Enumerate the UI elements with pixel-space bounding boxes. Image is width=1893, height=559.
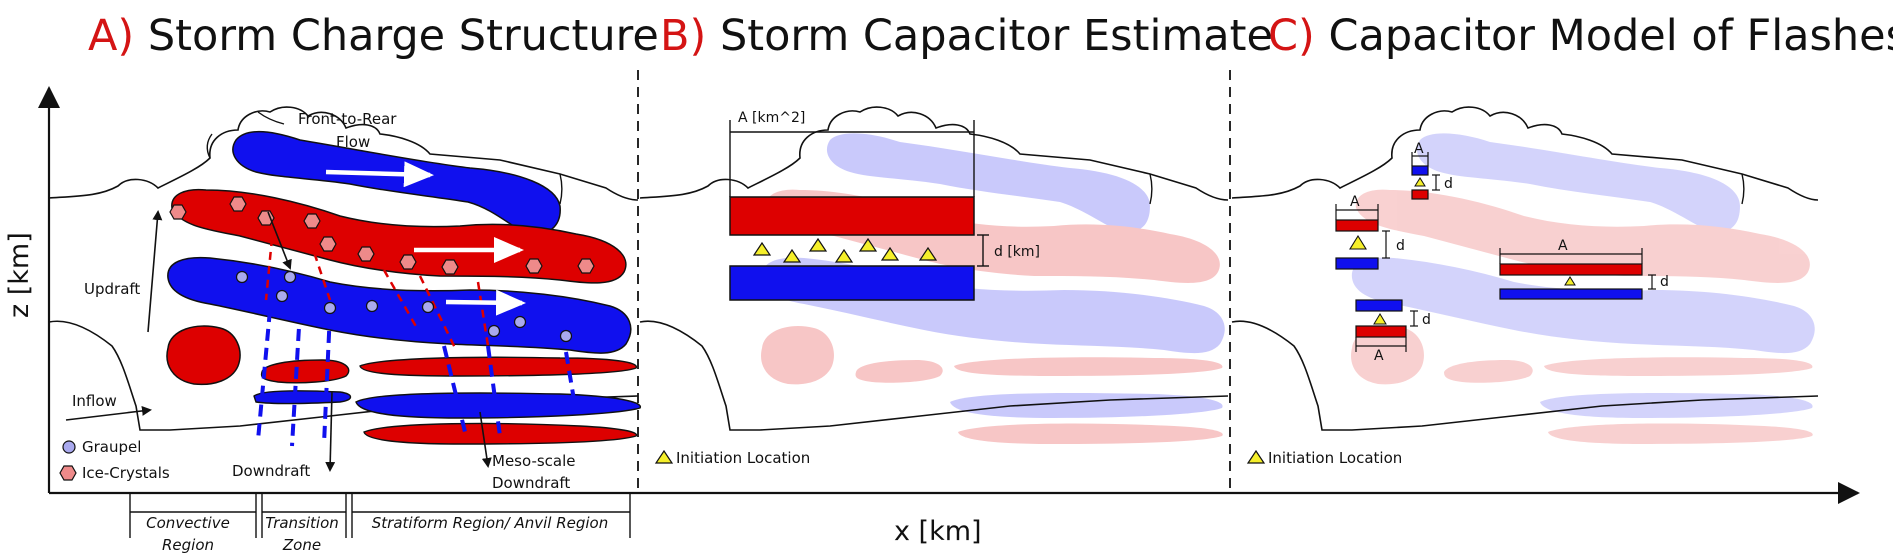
positive-plate	[729, 196, 975, 236]
area-label: A [km^2]	[738, 110, 805, 126]
capacitor-lower-a-label: A	[1374, 348, 1384, 364]
capacitor-left-a-label: A	[1350, 194, 1360, 210]
inflow-label: Inflow	[72, 392, 117, 410]
meso-downdraft-label: Downdraft	[492, 474, 570, 492]
title-b-text: Storm Capacitor Estimate	[720, 11, 1273, 61]
x-axis-label: x [km]	[894, 516, 982, 547]
inflow-arrow	[65, 405, 152, 421]
stratiform-positive-upper	[359, 356, 637, 377]
capacitor-left-d-label: d	[1396, 238, 1405, 254]
initiation-legend-icon-b	[654, 449, 674, 464]
title-c: C) Capacitor Model of Flashes	[1268, 11, 1893, 61]
cloud-top-outline-c	[1231, 106, 1819, 201]
graupel-markers	[235, 270, 573, 343]
capacitor-right	[1499, 248, 1656, 300]
stratiform-positive-lower	[363, 422, 638, 445]
transition-negative	[253, 390, 352, 405]
cloud-top-outline	[48, 106, 639, 201]
lower-positive-blob	[166, 325, 241, 386]
meso-downdraft-arrow	[479, 411, 492, 468]
cloud-base-outline-b	[639, 320, 1229, 431]
rear-downdraft-arrow	[267, 211, 292, 270]
distance-label: d [km]	[994, 244, 1040, 260]
precipitation-streaks	[256, 237, 576, 447]
panel-c: A d A d A d	[1231, 106, 1819, 467]
capacitor-top-a-label: A	[1414, 141, 1424, 157]
y-axis-label: z [km]	[4, 232, 35, 318]
flow-label: Flow	[336, 133, 370, 151]
updraft-label: Updraft	[84, 280, 140, 298]
title-c-letter: C)	[1268, 11, 1315, 61]
ice-crystal-legend-label: Ice-Crystals	[82, 464, 170, 482]
ice-crystal-legend-icon	[59, 465, 77, 481]
title-a-letter: A)	[88, 11, 134, 61]
panel-b: A [km^2] d [km] Initiation Location	[639, 106, 1229, 467]
transition-zone-label-2: Zone	[282, 536, 321, 554]
title-a: A) Storm Charge Structure	[88, 11, 659, 61]
initiation-legend-label-b: Initiation Location	[676, 449, 810, 467]
cloud-base-outline-c	[1231, 320, 1819, 431]
distance-dimension	[977, 234, 989, 267]
graupel-legend-icon	[62, 440, 76, 454]
title-b: B) Storm Capacitor Estimate	[660, 11, 1273, 61]
convective-region-label-2: Region	[162, 536, 214, 554]
title-c-text: Capacitor Model of Flashes	[1328, 11, 1893, 61]
downdraft-arrow	[325, 391, 336, 472]
title-a-text: Storm Charge Structure	[148, 11, 659, 61]
meso-scale-label: Meso-scale	[492, 452, 576, 470]
downdraft-label: Downdraft	[232, 462, 310, 480]
capacitor-top	[1411, 152, 1440, 200]
cloud-base-outline	[48, 320, 639, 431]
legend: Graupel Ice-Crystals	[59, 438, 170, 482]
transition-positive	[260, 359, 350, 384]
front-to-rear-label: Front-to-Rear	[298, 110, 397, 128]
capacitor-right-a-label: A	[1558, 238, 1568, 254]
capacitor-left	[1335, 204, 1390, 270]
capacitor-top-d-label: d	[1444, 176, 1453, 192]
ice-crystal-markers	[169, 196, 595, 275]
capacitor-lower	[1355, 299, 1418, 352]
stratiform-negative	[355, 392, 641, 419]
updraft-arrow	[147, 210, 163, 333]
panel-a: Front-to-Rear Flow Updraft Inflow Downdr…	[48, 106, 641, 554]
initiation-legend-icon-c	[1246, 449, 1266, 464]
flow-arrows	[325, 161, 526, 316]
negative-main-layer	[167, 256, 632, 354]
negative-plate	[729, 265, 975, 301]
capacitor-lower-d-label: d	[1422, 312, 1431, 328]
graupel-legend-label: Graupel	[82, 438, 141, 456]
region-brackets	[129, 494, 631, 538]
initiation-markers	[752, 237, 938, 263]
convective-region-label-1: Convective	[146, 514, 230, 532]
faded-charge-structure-c	[1351, 133, 1815, 444]
area-dimension	[729, 120, 975, 197]
cloud-top-outline-b	[639, 106, 1229, 201]
title-b-letter: B)	[660, 11, 706, 61]
initiation-legend-label-c: Initiation Location	[1268, 449, 1402, 467]
stratiform-region-label: Stratiform Region/ Anvil Region	[372, 514, 608, 532]
transition-zone-label-1: Transition	[265, 514, 339, 532]
capacitor-right-d-label: d	[1660, 274, 1669, 290]
